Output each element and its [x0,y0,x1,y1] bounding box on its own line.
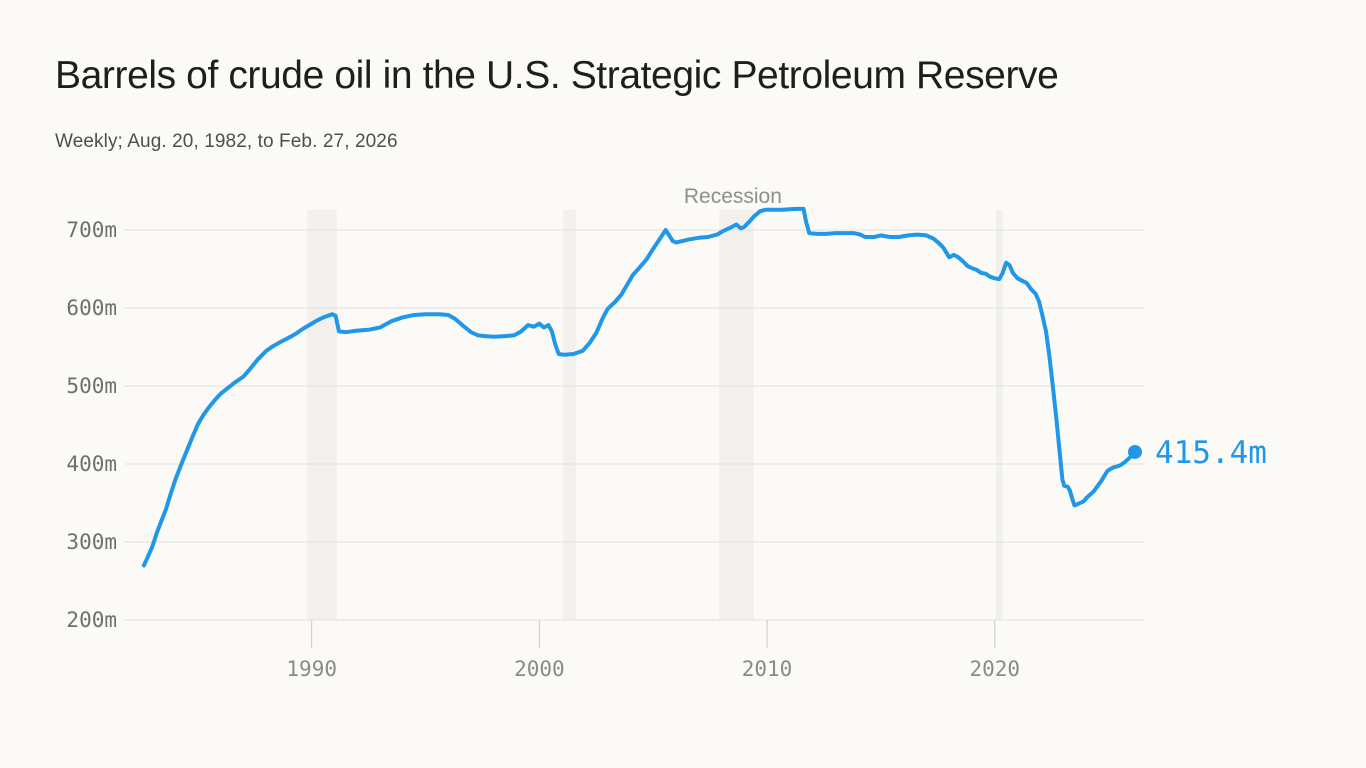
x-axis-label: 2010 [742,657,793,681]
y-axis-label: 300m [66,530,117,554]
y-axis-label: 500m [66,374,117,398]
recession-band [995,210,1003,620]
latest-point-marker [1127,444,1142,459]
recession-band [563,210,576,620]
series-line [141,206,1137,568]
x-axis-label: 2020 [969,657,1020,681]
y-axis-label: 200m [66,608,117,632]
latest-value-label: 415.4m [1155,435,1267,471]
x-axis-label: 2000 [514,657,565,681]
recession-band [307,210,337,620]
recession-label: Recession [684,185,782,208]
chart-subtitle: Weekly; Aug. 20, 1982, to Feb. 27, 2026 [55,131,398,152]
recession-band [719,210,754,620]
x-axis-label: 1990 [286,657,337,681]
page-title: Barrels of crude oil in the U.S. Strateg… [55,54,1059,97]
y-axis-label: 600m [66,296,117,320]
y-axis-label: 400m [66,452,117,476]
y-axis-label: 700m [66,218,117,242]
